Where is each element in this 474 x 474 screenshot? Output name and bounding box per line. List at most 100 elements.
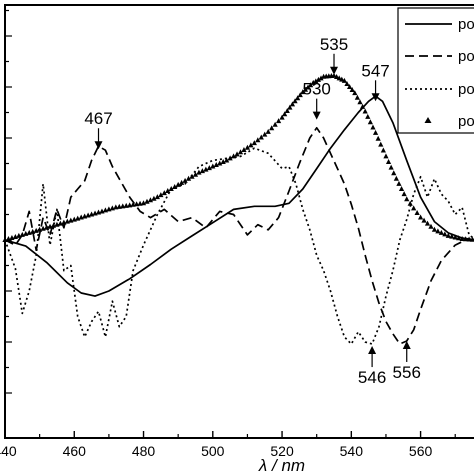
triangle-marker <box>168 186 174 191</box>
triangle-marker <box>357 99 363 105</box>
triangle-marker <box>258 134 264 140</box>
triangle-marker <box>404 196 410 202</box>
triangle-marker <box>272 121 278 127</box>
annotation-label: 546 <box>358 368 386 387</box>
triangle-marker <box>431 226 438 232</box>
triangle-marker <box>452 234 458 240</box>
triangle-marker <box>411 205 417 211</box>
x-tick-label: 560 <box>409 443 433 459</box>
triangle-marker <box>424 220 431 226</box>
arrow-head <box>94 141 103 150</box>
triangle-marker <box>144 198 150 204</box>
triangle-marker <box>383 153 389 159</box>
triangle-marker <box>237 149 244 155</box>
triangle-marker <box>265 128 271 134</box>
triangle-marker <box>442 231 448 237</box>
annotation-556: 556 <box>393 340 421 382</box>
triangle-marker <box>175 181 181 187</box>
series-layer <box>2 72 474 345</box>
x-tick-label: 500 <box>201 443 225 459</box>
triangle-marker <box>189 173 195 179</box>
legend-label-3: po <box>458 81 474 98</box>
triangle-marker <box>154 194 160 200</box>
triangle-marker <box>199 168 206 174</box>
triangle-marker <box>220 158 226 164</box>
triangle-marker <box>370 124 376 130</box>
x-tick-label: 480 <box>132 443 156 459</box>
arrow-head <box>312 111 321 120</box>
triangle-marker <box>407 200 413 206</box>
triangle-marker <box>414 209 420 215</box>
annotation-467: 467 <box>84 109 113 150</box>
triangle-marker <box>295 95 301 101</box>
legend-label-1: po <box>458 16 474 33</box>
triangle-marker <box>287 104 293 110</box>
triangle-marker <box>158 192 164 198</box>
triangle-marker <box>331 72 337 78</box>
annotation-label: 556 <box>393 363 421 382</box>
triangle-marker <box>372 129 379 135</box>
legend-box <box>397 7 474 134</box>
triangle-marker <box>289 101 296 107</box>
triangle-marker <box>339 76 345 82</box>
arrow-head <box>330 66 339 75</box>
triangle-marker <box>352 90 358 96</box>
triangle-marker <box>362 108 368 114</box>
annotation-label: 530 <box>303 80 331 99</box>
series-triangles <box>2 72 474 242</box>
triangle-marker <box>282 111 288 117</box>
triangle-marker <box>172 183 178 189</box>
x-tick-label: 460 <box>63 443 87 459</box>
triangle-marker <box>349 87 355 93</box>
triangle-marker <box>466 236 472 242</box>
triangle-marker <box>380 147 386 153</box>
triangle-marker <box>315 76 322 82</box>
annotations: 467 530 535 547 546 556 <box>84 35 421 387</box>
triangle-marker <box>213 162 219 168</box>
x-tick-label: 540 <box>340 443 364 459</box>
legend: po po po po <box>397 7 474 134</box>
annotation-530: 530 <box>303 80 331 120</box>
triangle-marker <box>334 74 340 80</box>
triangle-marker <box>378 141 384 147</box>
triangle-marker <box>151 195 157 201</box>
triangle-marker <box>279 114 285 120</box>
triangle-marker <box>391 170 397 176</box>
triangle-marker <box>206 165 212 171</box>
triangle-marker <box>401 191 407 197</box>
triangle-marker <box>469 236 474 242</box>
triangle-marker <box>449 233 455 239</box>
triangle-marker <box>300 89 306 95</box>
triangle-marker <box>417 214 424 220</box>
series-line-dashed <box>4 126 474 345</box>
triangle-marker <box>456 235 462 241</box>
triangle-marker <box>284 107 290 113</box>
annotation-label: 467 <box>84 109 112 128</box>
triangle-marker <box>359 103 366 109</box>
triangle-marker <box>463 236 469 242</box>
triangle-marker <box>435 228 441 234</box>
triangle-marker <box>297 92 303 98</box>
triangle-marker <box>196 169 202 175</box>
legend-label-4: po <box>458 113 474 130</box>
series-line-solid <box>4 95 474 297</box>
triangle-marker <box>230 153 237 159</box>
triangle-marker <box>241 146 247 152</box>
triangle-marker <box>428 223 434 229</box>
annotation-535: 535 <box>320 35 348 75</box>
triangle-marker <box>393 175 399 181</box>
triangle-marker <box>140 200 147 206</box>
triangle-marker <box>365 113 371 119</box>
triangle-marker <box>165 188 171 194</box>
y-axis-ticks <box>5 9 12 394</box>
triangle-marker <box>192 171 199 177</box>
triangle-marker <box>262 131 268 137</box>
triangle-marker <box>161 190 167 196</box>
annotation-label: 535 <box>320 35 348 54</box>
triangle-marker <box>313 78 319 84</box>
triangle-marker <box>292 98 298 104</box>
triangle-marker <box>269 125 275 131</box>
triangle-marker <box>302 86 309 92</box>
x-axis-title: λ / nm <box>258 456 305 474</box>
triangle-marker <box>251 140 257 146</box>
